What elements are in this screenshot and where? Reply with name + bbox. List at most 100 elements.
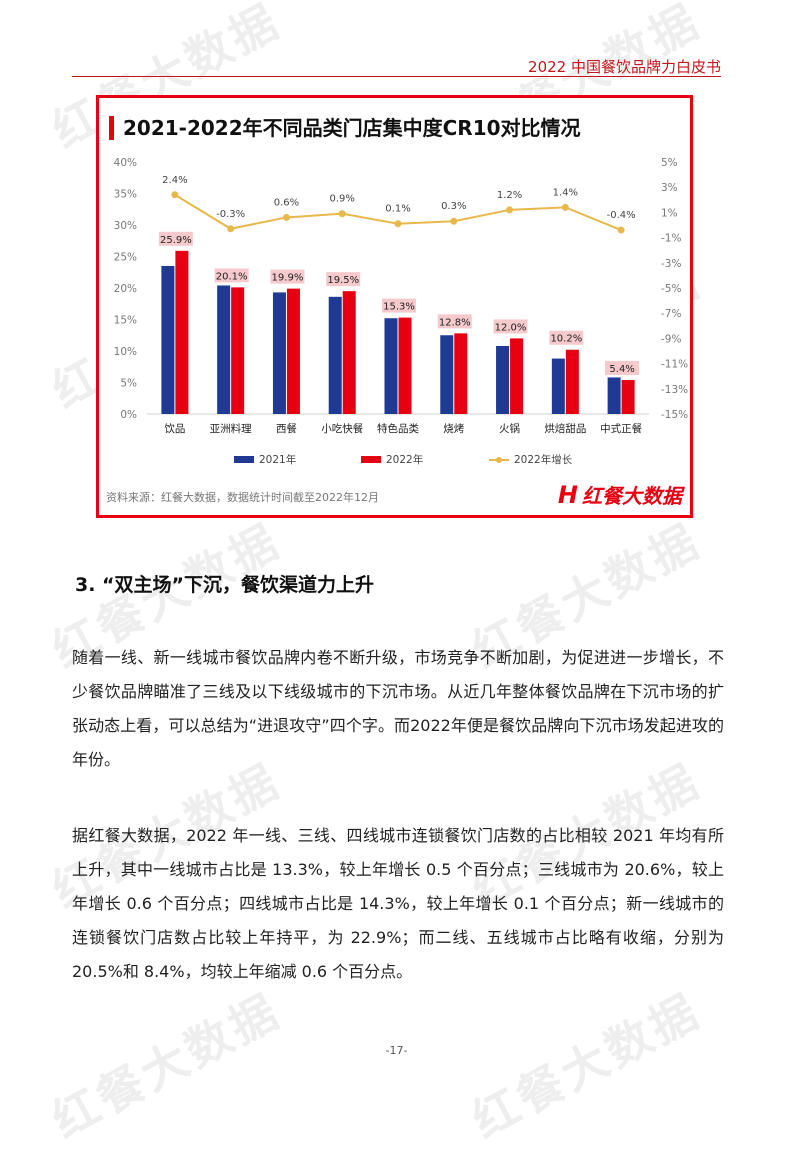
- growth-label: 2.4%: [162, 175, 187, 186]
- paragraph: 随着一线、新一线城市餐饮品牌内卷不断升级，市场竞争不断加剧，为促进进一步增长，不…: [72, 648, 724, 769]
- bar-2022: [231, 287, 245, 414]
- x-tick-label: 烘焙甜品: [544, 422, 586, 435]
- bar-2021: [272, 292, 286, 414]
- paragraph: 据红餐大数据，2022 年一线、三线、四线城市连锁餐饮门店数的占比相较 2021…: [72, 826, 724, 981]
- y-tick-label: 10%: [114, 346, 137, 358]
- y2-tick-label: -1%: [661, 233, 681, 245]
- growth-point: [227, 225, 235, 233]
- bar-2022-label: 15.3%: [383, 302, 415, 313]
- bar-2021: [161, 265, 175, 414]
- watermark: 红餐大数据: [463, 983, 710, 1149]
- growth-label: 0.1%: [385, 204, 410, 215]
- bar-2022-label-bg: [437, 314, 472, 329]
- bar-2022-label-bg: [493, 319, 528, 334]
- bar-2022-label: 5.4%: [609, 364, 634, 375]
- y-tick-label: 5%: [120, 378, 137, 390]
- bar-2022: [565, 349, 579, 414]
- header-title: 2022 中国餐饮品牌力白皮书: [528, 58, 721, 76]
- chart-panel: 2021-2022年不同品类门店集中度CR10对比情况 0% 5% 10% 15% 20…: [96, 95, 693, 518]
- growth-label: 1.4%: [553, 187, 578, 198]
- x-tick-label: 饮品: [164, 422, 185, 435]
- chart-title: 2021-2022年不同品类门店集中度CR10对比情况: [123, 116, 581, 140]
- x-tick-label: 烧烤: [443, 422, 464, 435]
- legend-swatch-2022: [361, 456, 381, 463]
- bar-2021: [217, 285, 231, 414]
- bar-2021: [496, 345, 510, 414]
- chart-source: 资料来源：红餐大数据，数据统计时间截至2022年12月: [106, 491, 379, 504]
- y-tick-label: 35%: [114, 189, 137, 201]
- bar-2022-label: 10.2%: [550, 334, 582, 345]
- legend-swatch-2021: [234, 456, 254, 463]
- y2-tick-label: -7%: [661, 308, 681, 320]
- y-tick-label: 15%: [114, 315, 137, 327]
- bar-2022: [454, 333, 468, 414]
- growth-point: [450, 217, 458, 225]
- growth-label: 0.3%: [441, 201, 466, 212]
- bar-2022: [398, 317, 412, 414]
- bar-2022-label-bg: [158, 231, 193, 246]
- growth-label: 1.2%: [497, 190, 522, 201]
- brand-logo: H 红餐大数据: [558, 480, 682, 509]
- bar-2022-label: 19.5%: [327, 275, 359, 286]
- y2-tick-label: -15%: [661, 409, 688, 421]
- legend-label-growth: 2022年增长: [514, 453, 573, 466]
- bar-2022-label: 20.1%: [216, 271, 248, 282]
- legend-label-2022: 2022年: [386, 453, 423, 466]
- y-tick-label: 40%: [114, 157, 137, 169]
- y-tick-label: 30%: [114, 220, 137, 232]
- bar-2021: [551, 358, 565, 414]
- legend-label-2021: 2021年: [259, 453, 296, 466]
- y2-tick-label: 5%: [661, 157, 678, 169]
- growth-point: [282, 213, 290, 221]
- x-tick-label: 特色品类: [377, 422, 419, 435]
- y2-tick-label: 3%: [661, 182, 678, 194]
- bar-2022-label-bg: [605, 360, 640, 375]
- growth-point: [171, 191, 179, 199]
- y2-tick-label: -3%: [661, 258, 681, 270]
- growth-label: 0.6%: [274, 197, 299, 208]
- growth-point: [561, 203, 569, 211]
- y-tick-label: 20%: [114, 283, 137, 295]
- bar-2022: [621, 379, 635, 414]
- watermark: 红餐大数据: [43, 983, 290, 1149]
- growth-label: -0.4%: [607, 210, 636, 221]
- legend-swatch-growth-dot: [496, 457, 502, 463]
- x-tick-label: 西餐: [276, 422, 297, 435]
- bar-2022-label-bg: [382, 298, 416, 313]
- y2-tick-label: -11%: [661, 359, 688, 371]
- growth-label: -0.3%: [216, 209, 245, 220]
- logo-mark-icon: H: [557, 481, 578, 509]
- x-tick-label: 小吃快餐: [321, 422, 363, 435]
- logo-text: 红餐大数据: [582, 484, 682, 508]
- y2-tick-label: 1%: [661, 207, 678, 219]
- growth-point: [506, 206, 514, 214]
- bar-2021: [440, 335, 454, 414]
- bar-2022-label-bg: [549, 330, 584, 345]
- bar-2022-label: 19.9%: [272, 273, 304, 284]
- bar-2021: [607, 377, 621, 414]
- chart-plot: 0% 5% 10% 15% 20% 25% 30% 35% 40% -15% -13% -11% -9%…: [114, 157, 688, 466]
- bar-2022: [342, 291, 356, 414]
- bar-2021: [328, 296, 342, 414]
- bar-2022-label-bg: [214, 268, 249, 283]
- bar-2022: [175, 250, 189, 414]
- page-number: -17-: [385, 1044, 408, 1057]
- x-tick-label: 中式正餐: [600, 422, 642, 435]
- bar-2022-label-bg: [326, 272, 361, 287]
- title-accent-bar: [109, 116, 114, 140]
- header-rule: [72, 76, 721, 77]
- bar-2022-label: 12.8%: [439, 317, 471, 328]
- bar-2022: [286, 288, 300, 414]
- y-tick-label: 25%: [114, 252, 137, 264]
- bar-2021: [384, 318, 398, 414]
- bar-2022-label: 12.0%: [495, 322, 527, 333]
- growth-point: [338, 210, 346, 218]
- section-heading: 3. “双主场”下沉，餐饮渠道力上升: [75, 574, 375, 596]
- bar-2022: [510, 338, 524, 414]
- x-tick-label: 亚洲料理: [210, 422, 252, 435]
- bar-2022-label: 25.9%: [160, 235, 192, 246]
- bar-2022-label-bg: [270, 269, 305, 284]
- y2-tick-label: -9%: [661, 333, 681, 345]
- growth-point: [617, 226, 625, 234]
- y2-tick-label: -13%: [661, 384, 688, 396]
